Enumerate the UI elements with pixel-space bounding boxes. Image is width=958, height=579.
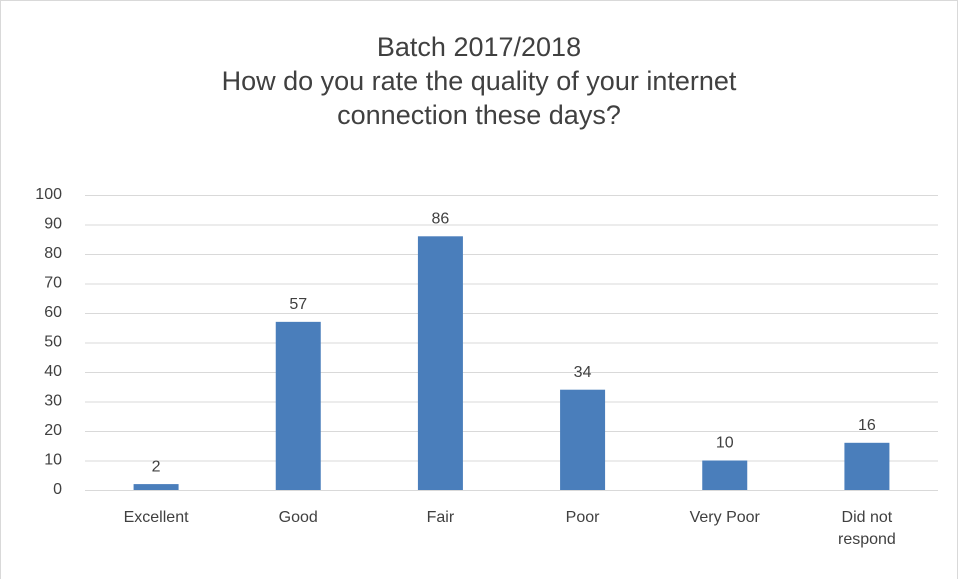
titles: Batch 2017/2018 How do you rate the qual… [0, 30, 958, 132]
y-tick-label: 50 [44, 334, 62, 351]
bar [417, 236, 463, 490]
y-tick-label: 100 [35, 186, 62, 203]
bar [275, 321, 321, 490]
y-tick-label: 10 [44, 452, 62, 469]
x-tick-label: Good [278, 509, 318, 526]
data-label: 86 [432, 211, 450, 228]
x-tick-label: Poor [565, 509, 600, 526]
bar [560, 389, 606, 490]
data-label: 16 [858, 417, 876, 434]
y-tick-label: 30 [44, 393, 62, 410]
y-tick-label: 80 [44, 245, 62, 262]
y-tick-label: 40 [44, 363, 62, 380]
y-tick-label: 0 [53, 481, 62, 498]
data-label: 57 [289, 296, 307, 313]
x-tick-label: Fair [426, 509, 455, 526]
bar [844, 442, 890, 490]
x-tick-label: Did not respond [837, 509, 896, 548]
data-label: 34 [574, 364, 592, 381]
bar [133, 484, 179, 490]
chart-subtitle: How do you rate the quality of your inte… [221, 66, 737, 130]
y-tick-label: 60 [44, 304, 62, 321]
chart-title: Batch 2017/2018 [376, 32, 582, 62]
data-label: 10 [716, 435, 734, 452]
y-tick-label: 20 [44, 422, 62, 439]
y-tick-label: 90 [44, 216, 62, 233]
x-tick-label: Very Poor [689, 509, 760, 526]
data-label: 2 [152, 458, 161, 475]
x-tick-label: Excellent [123, 509, 189, 526]
bar [702, 460, 748, 490]
y-tick-label: 70 [44, 275, 62, 292]
